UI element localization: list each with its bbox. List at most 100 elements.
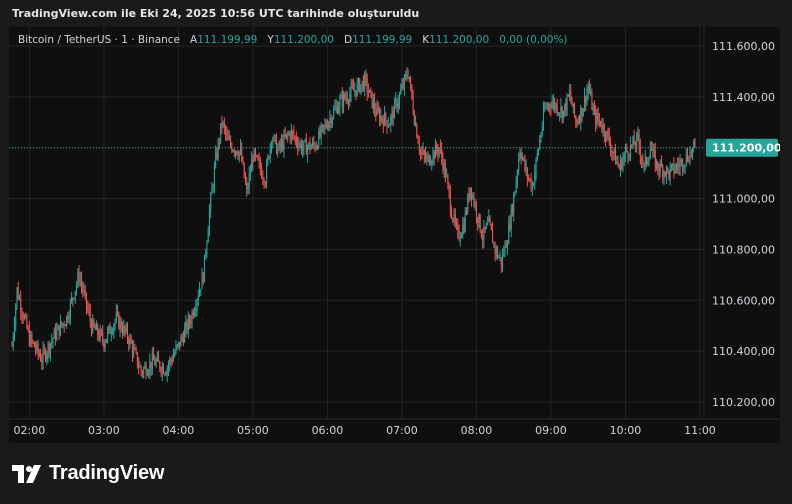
candle-body: [350, 86, 352, 95]
candle-body: [569, 91, 571, 96]
candle-body: [405, 74, 407, 76]
candle-body: [156, 356, 158, 361]
candle-body: [475, 204, 477, 218]
candle-body: [76, 284, 78, 291]
candle-body: [199, 289, 201, 297]
candle-body: [631, 144, 633, 146]
tradingview-logo-text: TradingView: [49, 462, 165, 484]
candle-body: [331, 117, 333, 124]
candle-body: [502, 254, 504, 266]
symbol-label[interactable]: Bitcoin / TetherUS · 1 · Binance: [18, 34, 181, 46]
candle-body: [434, 144, 436, 159]
candle-body: [557, 113, 559, 115]
candle-body: [570, 91, 572, 101]
candle-body: [192, 312, 194, 316]
candle-body: [223, 122, 225, 128]
candle-body: [77, 272, 79, 285]
candle-body: [479, 214, 481, 232]
candle-body: [402, 85, 404, 88]
candle-body: [664, 172, 666, 176]
candle-body: [541, 126, 543, 135]
candle-body: [448, 183, 450, 193]
candle-body: [364, 74, 366, 90]
candle-body: [26, 316, 28, 329]
candle-body: [611, 151, 613, 153]
candle-body: [186, 322, 188, 331]
tradingview-logo[interactable]: TradingView: [12, 462, 164, 485]
y-tick-label: 111.600,00: [712, 40, 775, 53]
candle-body: [278, 142, 280, 150]
candle-body: [427, 155, 429, 158]
candle-body: [554, 100, 556, 109]
candle-body: [196, 300, 198, 309]
candle-body: [361, 80, 363, 85]
candle-body: [360, 84, 362, 93]
candle-body: [473, 195, 475, 205]
candle-body: [202, 273, 204, 283]
candle-body: [580, 107, 582, 123]
candle-body: [406, 74, 408, 78]
candle-body: [251, 159, 253, 173]
candle-body: [621, 160, 623, 170]
candle-body: [572, 103, 574, 107]
candle-body: [482, 236, 484, 241]
candle-body: [336, 106, 338, 114]
candle-body: [393, 101, 395, 119]
candle-body: [27, 328, 29, 330]
candle-body: [13, 324, 15, 336]
candle-body: [52, 338, 54, 342]
candle-body: [338, 107, 340, 114]
candle-body: [176, 344, 178, 347]
candle-body: [423, 150, 425, 156]
chart-panel[interactable]: 110.200,00 110.400,00 110.600,00 110.800,00…: [9, 27, 780, 443]
candle-body: [277, 149, 279, 154]
candle-body: [528, 177, 530, 179]
candle-body: [89, 311, 91, 322]
candle-body: [346, 97, 348, 102]
candle-body: [150, 361, 152, 369]
candle-body: [330, 118, 332, 124]
candle-body: [642, 160, 644, 165]
candlestick-chart[interactable]: 110.200,00 110.400,00 110.600,00 110.800,00…: [9, 27, 780, 443]
candle-body: [505, 243, 507, 248]
candle-body: [237, 154, 239, 157]
candle-body: [591, 92, 593, 110]
candle-body: [354, 90, 356, 92]
candle-body: [656, 161, 658, 168]
candle-body: [221, 123, 223, 126]
candle-body: [98, 335, 100, 339]
candle-body: [590, 92, 592, 94]
candle-body: [149, 361, 151, 372]
candle-body: [302, 148, 304, 152]
candle-body: [284, 134, 286, 137]
candle-body: [25, 316, 27, 318]
candle-body: [622, 159, 624, 170]
candle-body: [608, 134, 610, 144]
candle-body: [658, 169, 660, 172]
candle-body: [218, 140, 220, 142]
candle-body: [81, 279, 83, 286]
candle-body: [144, 365, 146, 369]
candle-body: [100, 330, 102, 333]
x-tick-label: 06:00: [312, 424, 344, 437]
candle-body: [163, 366, 165, 374]
candle-body: [131, 343, 133, 354]
candle-body: [320, 126, 322, 137]
candle-body: [112, 332, 114, 334]
candle-body: [641, 157, 643, 161]
candle-body: [459, 237, 461, 239]
candle-body: [690, 151, 692, 155]
candle-body: [506, 243, 508, 248]
candle-body: [458, 230, 460, 239]
candle-body: [377, 108, 379, 112]
candle-body: [167, 364, 169, 368]
candle-body: [372, 100, 374, 108]
candle-body: [140, 366, 142, 373]
candle-body: [138, 365, 140, 368]
candle-body: [534, 171, 536, 184]
candle-body: [509, 223, 511, 229]
candle-body: [345, 97, 347, 99]
candle-body: [72, 297, 74, 299]
candle-body: [261, 169, 263, 178]
candle-body: [247, 188, 249, 190]
